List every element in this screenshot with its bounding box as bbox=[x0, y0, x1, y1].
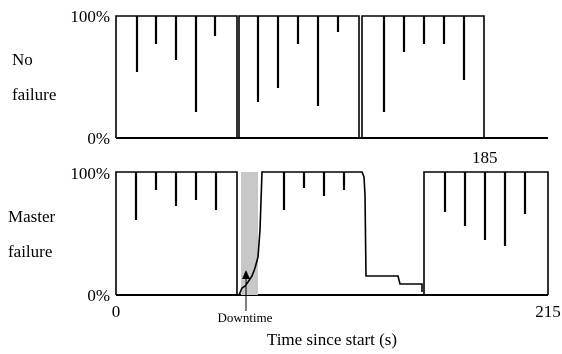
top-panel bbox=[115, 15, 485, 138]
x-tick-0: 0 bbox=[112, 302, 121, 321]
bottom-segment-2 bbox=[238, 171, 423, 296]
annotation-185: 185 bbox=[472, 148, 498, 167]
downtime-arrow-head bbox=[242, 270, 250, 279]
x-tick-215: 215 bbox=[535, 302, 561, 321]
bottom-dips bbox=[134, 172, 527, 246]
y-tick-top-100: 100% bbox=[70, 7, 110, 26]
y-tick-top-0: 0% bbox=[87, 129, 110, 148]
row-label-bot-line2: failure bbox=[8, 242, 52, 261]
y-tick-bot-0: 0% bbox=[87, 286, 110, 305]
y-tick-bot-100: 100% bbox=[70, 164, 110, 183]
row-label-top-line2: failure bbox=[12, 85, 56, 104]
annotation-downtime: Downtime bbox=[218, 310, 273, 325]
row-label-top-line1: No bbox=[12, 50, 33, 69]
x-axis-label: Time since start (s) bbox=[267, 330, 397, 349]
row-label-bot-line1: Master bbox=[8, 207, 56, 226]
bottom-panel bbox=[115, 171, 549, 296]
downtime-band bbox=[241, 172, 258, 295]
top-dips bbox=[135, 16, 466, 112]
